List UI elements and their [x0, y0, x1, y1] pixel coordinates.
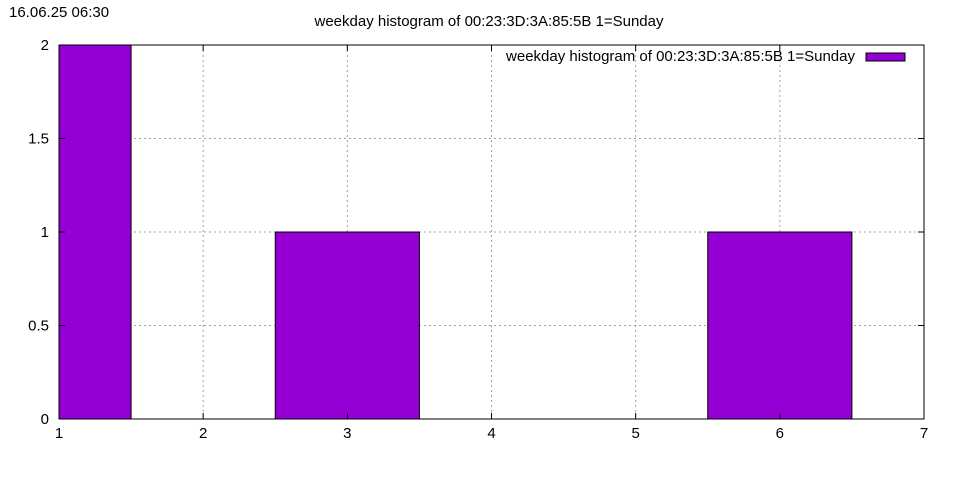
x-tick-label-4: 4: [487, 425, 495, 442]
bars: [58, 44, 853, 420]
x-tick-label-2: 2: [199, 425, 207, 442]
legend-swatch: [865, 52, 906, 62]
y-tick-label-1: 1: [41, 224, 49, 241]
y-tick-label-2: 2: [41, 37, 49, 54]
bar-weekday-3: [274, 231, 420, 420]
x-tick-label-5: 5: [631, 425, 639, 442]
bar-weekday-1: [58, 44, 132, 420]
bar-weekday-6: [707, 231, 853, 420]
y-tick-label-0: 0: [41, 411, 49, 428]
y-tick-label-0.5: 0.5: [28, 318, 49, 335]
y-tick-label-1.5: 1.5: [28, 131, 49, 148]
legend: weekday histogram of 00:23:3D:3A:85:5B 1…: [505, 48, 906, 65]
timestamp: 16.06.25 06:30: [9, 4, 110, 21]
x-tick-label-6: 6: [776, 425, 784, 442]
x-tick-label-1: 1: [55, 425, 63, 442]
axis-ticks: 1 2 3 4 5 6 7 0 0.5 1 1.5 2: [28, 37, 928, 442]
x-tick-label-7: 7: [920, 425, 928, 442]
legend-label: weekday histogram of 00:23:3D:3A:85:5B 1…: [505, 48, 855, 65]
chart-title: weekday histogram of 00:23:3D:3A:85:5B 1…: [314, 13, 664, 30]
x-tick-label-3: 3: [343, 425, 351, 442]
